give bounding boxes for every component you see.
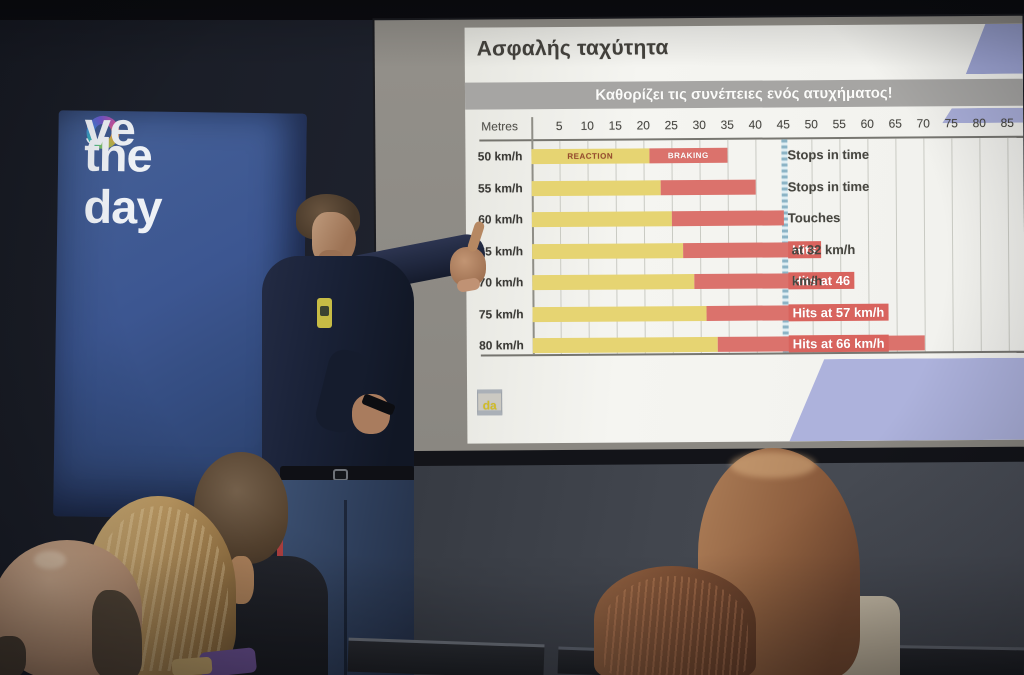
braking-bar [660, 179, 756, 195]
axis-tick-label: 40 [748, 117, 762, 132]
speed-row-label: 80 km/h [479, 338, 524, 353]
axis-tick-label: 15 [608, 118, 622, 133]
axis-tick-label: 80 [972, 116, 986, 131]
braking-bar [671, 210, 784, 227]
slide: Ασφαλής ταχύτητα Καθορίζει τις συνέπειες… [464, 23, 1024, 444]
slide-logo: da [477, 389, 503, 416]
slide-deco-top-right [961, 24, 1023, 74]
slide-title: Ασφαλής ταχύτητα [476, 36, 669, 61]
tan-object [171, 656, 213, 675]
slide-deco-bottom-right [789, 358, 1024, 442]
outcome-text: Touches [787, 210, 841, 226]
reaction-bar [531, 211, 672, 228]
outcome-text: Stops in time [787, 146, 870, 163]
auburn-hair2-highlights [604, 576, 748, 675]
axis-tick-label: 70 [916, 116, 930, 131]
presenter-badge [317, 298, 332, 328]
gridline [895, 138, 898, 352]
axis-tick-label: 25 [664, 118, 678, 133]
presenter-jeans-seam [344, 500, 347, 675]
axis-tick-label: 20 [636, 118, 650, 133]
reaction-bar [531, 179, 661, 196]
audience-woman2-auburn-hair [594, 566, 756, 675]
outcome-highlight: Hits at 57 km/h [788, 303, 889, 321]
reaction-bar [532, 336, 718, 354]
head-shine [34, 551, 66, 569]
speed-row-label: 50 km/h [477, 149, 523, 164]
axis-tick-label: 30 [692, 117, 706, 133]
outcome-text: km/h [788, 273, 823, 289]
gridline [923, 138, 926, 352]
gridline [979, 138, 982, 352]
axis-tick-label: 5 [555, 118, 563, 134]
axis-tick-label: 85 [1000, 115, 1014, 130]
axis-tick-label: 10 [580, 118, 594, 133]
reaction-bar [532, 305, 707, 322]
gridline [951, 138, 954, 352]
balding-man-hair-left [0, 636, 26, 675]
reaction-bar [532, 242, 684, 259]
gridline [1007, 137, 1010, 351]
wall-top-strip [0, 0, 1024, 20]
axis-tick-label: 65 [888, 116, 902, 131]
banner-line-2: the day [83, 127, 162, 234]
outcome-text: at 32 km/h [788, 241, 856, 257]
braking-distance-chart: Metres 5 10 15 20 25 30 35 40 45 50 55 60 65 70 75 80 85… [465, 112, 1024, 372]
outcome-text: Stops in time [787, 178, 870, 194]
slide-subtitle-band: Καθορίζει τις συνέπειες ενός ατυχήματος! [464, 78, 1024, 110]
braking-bar: BRAKING [648, 147, 728, 164]
axis-tick-label: 60 [860, 116, 874, 131]
axis-tick-label: 35 [720, 117, 734, 132]
axis-tick-label: 75 [944, 116, 958, 131]
axis-tick-label: 50 [804, 117, 818, 132]
chart-axis-line [479, 135, 1024, 142]
speed-row-label: 75 km/h [478, 306, 524, 322]
outcome-highlight: Hits at 66 km/h [788, 334, 889, 353]
axis-tick-label: 55 [832, 116, 846, 132]
reaction-bar: REACTION [531, 148, 650, 165]
reaction-bar [532, 274, 695, 291]
auburn-hair-shine [730, 452, 816, 478]
axis-unit-label: Metres [481, 119, 518, 134]
speed-row-label: 55 km/h [477, 180, 523, 196]
desk-left [347, 637, 545, 675]
axis-tick-label: 45 [776, 117, 790, 132]
